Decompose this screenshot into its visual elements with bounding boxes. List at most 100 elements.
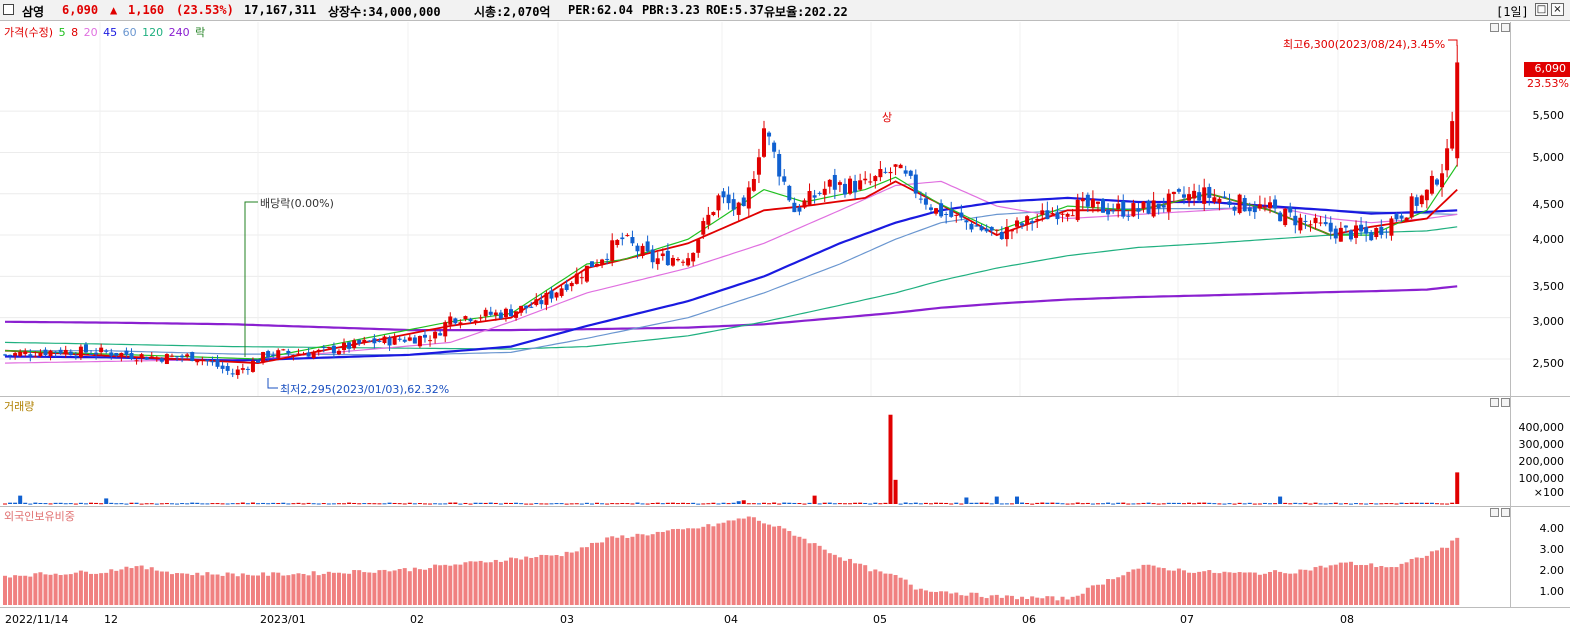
foreign-ratio-bar: [412, 567, 417, 605]
candle-down: [1045, 210, 1050, 220]
panel-close-icon[interactable]: [1501, 508, 1510, 517]
volume-bar: [1181, 503, 1186, 505]
legend-ma8[interactable]: 8: [71, 26, 79, 39]
volume-bar: [913, 502, 918, 504]
legend-ma20[interactable]: 20: [83, 26, 98, 39]
candle-up: [417, 335, 422, 347]
volume-bar: [1176, 502, 1181, 504]
candle-up: [615, 240, 620, 245]
price-tick: 3,000: [1532, 315, 1565, 328]
volume-bar: [382, 503, 387, 505]
foreign-ratio-bar: [63, 574, 68, 605]
candle-up: [1318, 222, 1323, 224]
candle-down: [974, 225, 979, 227]
panel-minimize-icon[interactable]: [1490, 398, 1499, 407]
foreign-legend[interactable]: 외국인보유비중: [4, 510, 75, 523]
foreign-ratio-bar: [751, 517, 756, 605]
candle-up: [443, 322, 448, 337]
volume-bar: [1095, 503, 1100, 505]
legend-ma120[interactable]: 120: [142, 26, 164, 39]
candle-up: [342, 342, 347, 351]
legend-ma60[interactable]: 60: [122, 26, 137, 39]
period-selector[interactable]: [1일]: [1496, 5, 1529, 19]
foreign-ratio-bar: [1136, 568, 1141, 605]
volume-bar: [1445, 503, 1450, 505]
candle-down: [772, 142, 777, 152]
volume-bar: [650, 502, 655, 504]
foreign-ratio-bar: [706, 524, 711, 605]
foreign-ratio-bar: [741, 518, 746, 605]
upper-limit-annotation: 상: [882, 111, 893, 124]
volume-bar: [3, 503, 7, 505]
foreign-ratio-bar: [362, 572, 367, 605]
candle-up: [822, 188, 827, 195]
volume-bar: [655, 502, 660, 504]
candle-up: [1257, 204, 1262, 209]
volume-bar: [438, 503, 443, 505]
candle-down: [1136, 208, 1141, 212]
panel-minimize-icon[interactable]: [1490, 508, 1499, 517]
foreign-ratio-bar: [1262, 573, 1267, 605]
foreign-ratio-bar: [514, 558, 519, 605]
volume-bar: [498, 503, 503, 505]
foreign-ratio-bar: [94, 573, 99, 605]
volume-bar: [367, 503, 372, 505]
candle-up: [1025, 216, 1030, 225]
foreign-ratio-bar: [306, 575, 311, 605]
panel-close-icon[interactable]: [1501, 23, 1510, 32]
volume-bar: [918, 503, 923, 505]
candle-up: [544, 292, 549, 305]
candle-down: [1394, 214, 1399, 220]
panel-close-icon[interactable]: [1501, 398, 1510, 407]
candle-up: [134, 360, 139, 362]
volume-bar: [1004, 503, 1009, 505]
x-tick: 06: [1022, 613, 1036, 626]
foreign-ratio-bar: [1060, 596, 1065, 605]
candle-down: [438, 333, 443, 336]
close-icon[interactable]: ×: [1551, 3, 1564, 16]
candle-down: [1101, 198, 1106, 213]
foreign-ratio-bar: [326, 571, 331, 605]
volume-tick: 400,000: [1518, 421, 1565, 434]
panel-minimize-icon[interactable]: [1490, 23, 1499, 32]
foreign-ratio-bar: [1106, 579, 1111, 605]
legend-ma5[interactable]: 5: [58, 26, 66, 39]
foreign-ratio-bar: [1374, 567, 1379, 605]
foreign-ratio-bar: [630, 536, 635, 605]
current-price: 6,090: [62, 3, 99, 17]
foreign-ratio-bar: [984, 598, 989, 605]
volume-bar: [1106, 502, 1111, 504]
candle-up: [1389, 218, 1394, 236]
volume-bar: [1045, 502, 1050, 504]
candle-down: [782, 176, 787, 182]
candle-down: [842, 183, 847, 195]
foreign-ratio-bar: [1212, 572, 1217, 605]
volume-bar: [579, 503, 584, 505]
foreign-ratio-bar: [1414, 557, 1419, 605]
volume-bar: [463, 502, 468, 504]
select-checkbox[interactable]: [3, 4, 14, 15]
volume-bar: [205, 503, 210, 505]
volume-legend[interactable]: 거래량: [4, 400, 35, 413]
legend-ma240[interactable]: 240: [168, 26, 190, 39]
maximize-icon[interactable]: □: [1535, 3, 1548, 16]
volume-bar: [1151, 503, 1156, 505]
volume-tick: 100,000: [1518, 472, 1565, 485]
volume-bar: [751, 503, 756, 505]
candle-up: [746, 187, 751, 209]
legend-price-label[interactable]: 가격(수정): [4, 26, 54, 39]
foreign-ratio-bar: [539, 554, 544, 605]
candle-down: [1176, 189, 1181, 192]
legend-ma45[interactable]: 45: [103, 26, 118, 39]
foreign-ratio-bar: [1121, 575, 1126, 605]
foreign-ratio-bar: [1278, 571, 1283, 605]
candle-down: [984, 228, 989, 232]
candle-down: [245, 368, 250, 370]
candle-up: [625, 235, 630, 237]
legend-rak[interactable]: 락: [195, 26, 206, 39]
stock-name: 삼영: [22, 5, 45, 19]
volume-bar: [1247, 502, 1252, 504]
volume-bar: [1237, 502, 1242, 504]
volume-bar: [584, 502, 589, 504]
volume-bar: [443, 503, 448, 505]
